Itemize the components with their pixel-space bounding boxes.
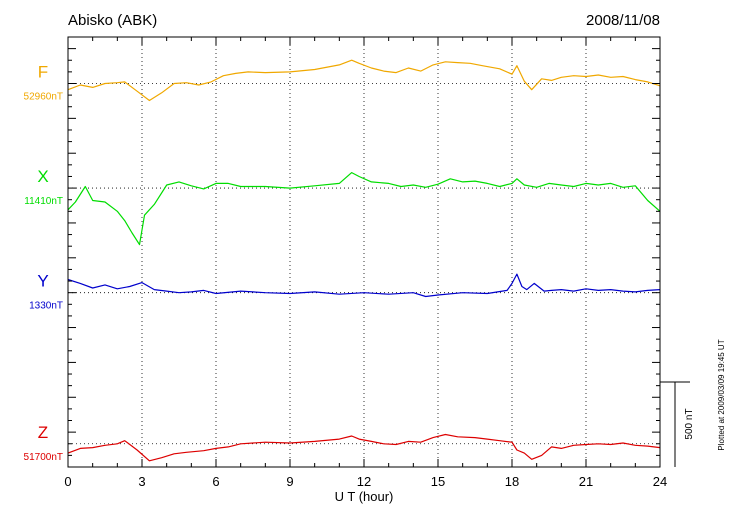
series-name-y: Y xyxy=(37,272,48,291)
scale-bar-label: 500 nT xyxy=(684,408,695,439)
series-baseline-z: 51700nT xyxy=(24,452,63,463)
series-line-f xyxy=(67,59,661,102)
x-tick-label: 6 xyxy=(212,474,219,489)
x-tick-labels: 0 3 6 9 12 15 18 21 24 xyxy=(64,474,667,489)
series-line-z xyxy=(67,433,661,462)
x-tick-label: 24 xyxy=(653,474,667,489)
x-tick-label: 15 xyxy=(431,474,445,489)
x-tick-label: 21 xyxy=(579,474,593,489)
series-baseline-x: 11410nT xyxy=(24,196,63,207)
series-line-x xyxy=(67,172,661,246)
scale-bar: 500 nT xyxy=(660,381,695,467)
series-baseline-f: 52960nT xyxy=(24,91,63,102)
x-axis-label: U T (hour) xyxy=(335,489,394,504)
station-title: Abisko (ABK) xyxy=(68,12,157,29)
x-tick-label: 0 xyxy=(64,474,71,489)
series-lines xyxy=(67,59,661,462)
x-tick-label: 9 xyxy=(286,474,293,489)
series-name-f: F xyxy=(38,62,48,81)
x-tick-label: 18 xyxy=(505,474,519,489)
axis-ticks xyxy=(67,37,661,467)
series-name-z: Z xyxy=(38,423,48,442)
x-tick-label: 3 xyxy=(138,474,145,489)
x-tick-label: 12 xyxy=(357,474,371,489)
series-baseline-y: 1330nT xyxy=(29,301,63,312)
plotted-note: Plotted at 2009/03/09 19:45 UT xyxy=(717,339,726,450)
grid-lines xyxy=(68,37,660,467)
series-line-y xyxy=(67,273,661,298)
date-title: 2008/11/08 xyxy=(586,12,660,29)
series-name-x: X xyxy=(37,167,48,186)
series-labels: F 52960nT X 11410nT Y 1330nT Z 51700nT xyxy=(24,62,63,462)
